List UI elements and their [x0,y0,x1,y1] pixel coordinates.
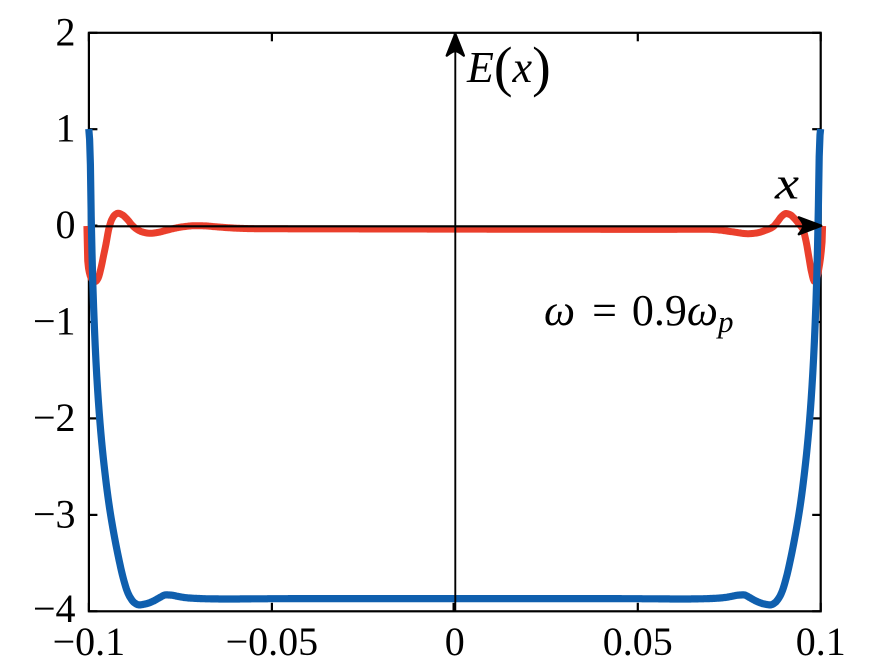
svg-text:−0.1: −0.1 [53,619,126,664]
svg-text:0: 0 [56,202,76,247]
svg-text:0: 0 [445,619,465,664]
svg-text:−2: −2 [33,395,76,440]
svg-text:2: 2 [56,9,76,54]
svg-text:E(x): E(x) [466,37,551,99]
svg-text:x: x [774,158,800,209]
svg-text:0.05: 0.05 [603,619,673,664]
svg-text:ω = 0.9ωp: ω = 0.9ωp [544,286,733,339]
svg-text:−0.05: −0.05 [226,619,319,664]
svg-text:−4: −4 [33,586,76,631]
svg-text:−3: −3 [33,491,76,536]
svg-text:0.1: 0.1 [796,619,846,664]
svg-text:1: 1 [56,106,76,151]
svg-text:−1: −1 [33,299,76,344]
